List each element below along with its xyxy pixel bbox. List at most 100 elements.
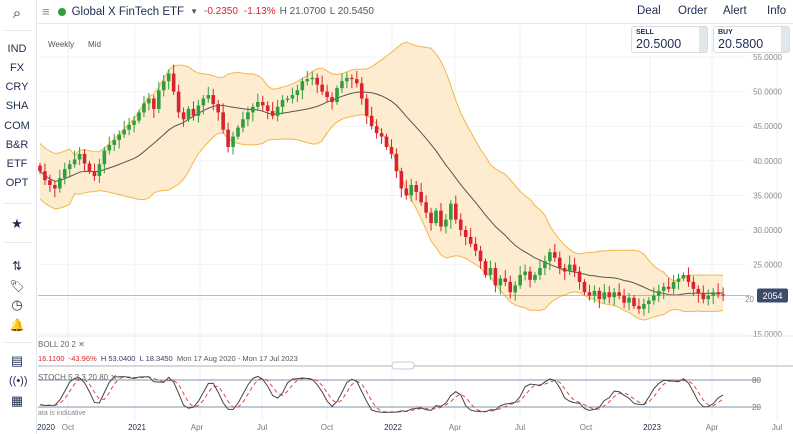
sell-price: 20.5000 <box>636 37 682 51</box>
deal-button[interactable]: Deal <box>637 5 661 17</box>
candle-body <box>389 146 394 154</box>
x-tick-label: Apr <box>449 423 462 432</box>
sell-button[interactable]: SELL 20.5000 <box>631 26 708 53</box>
divider <box>4 342 32 343</box>
candle-body <box>632 297 636 307</box>
candle-body <box>181 112 186 120</box>
price-type-selector[interactable]: Mid <box>88 40 101 49</box>
candle-body <box>716 292 720 295</box>
candle-body <box>275 106 280 116</box>
sidebar-item-opt[interactable]: OPT <box>5 177 29 189</box>
bell-icon[interactable]: 🔔 <box>9 318 25 332</box>
hamburger-menu-icon[interactable]: ≡ <box>42 4 50 19</box>
candle-body <box>206 95 211 99</box>
boll-indicator-label[interactable]: BOLL 20 2 ✕ <box>38 340 85 349</box>
candle-body <box>315 77 319 85</box>
candle-body <box>107 144 112 151</box>
candle-body <box>211 95 216 105</box>
calendar-icon[interactable]: ▦ <box>10 393 24 408</box>
star-icon[interactable]: ★ <box>11 216 23 231</box>
candle-body <box>449 203 453 220</box>
info-button[interactable]: Info <box>767 5 787 17</box>
candle-body <box>577 271 582 282</box>
candle-body <box>157 90 161 109</box>
candle-body <box>592 290 597 296</box>
sidebar-item-fx[interactable]: FX <box>9 62 25 74</box>
alert-button[interactable]: Alert <box>723 5 747 17</box>
sidebar-item-etf[interactable]: ETF <box>6 158 28 170</box>
candle-body <box>473 243 478 251</box>
candle-body <box>320 84 324 92</box>
day-low: L 20.5450 <box>329 6 374 17</box>
transfer-arrows-icon[interactable]: ⇅ <box>11 259 23 273</box>
interval-selector[interactable]: Weekly <box>48 40 75 49</box>
candle-body <box>241 119 245 128</box>
last-price-tag-text: 2054 <box>762 291 782 301</box>
buy-button[interactable]: BUY 20.5800 <box>713 26 790 53</box>
candle-body <box>548 252 552 262</box>
candle-body <box>572 264 577 272</box>
candle-body <box>236 127 240 137</box>
sidebar-item-ind[interactable]: IND <box>7 43 27 55</box>
candle-body <box>468 236 473 244</box>
candle-body <box>686 274 691 282</box>
candle-body <box>384 136 389 147</box>
candle-body <box>582 281 587 293</box>
chevron-down-icon[interactable]: ▼ <box>190 7 198 16</box>
instrument-title[interactable]: Global X FinTech ETF <box>71 5 185 18</box>
x-tick-label: Oct <box>321 423 334 432</box>
candle-body <box>335 88 339 102</box>
candle-body <box>196 105 201 116</box>
search-icon[interactable]: ⌕ <box>12 5 22 22</box>
sidebar-item-sha[interactable]: SHA <box>5 100 29 112</box>
candle-body <box>58 178 62 189</box>
candle-body <box>508 281 513 293</box>
candle-body <box>533 274 537 280</box>
stoch-level-label: 80 <box>752 376 761 385</box>
sidebar-item-cry[interactable]: CRY <box>5 81 29 93</box>
candle-body <box>503 278 508 282</box>
candle-body <box>48 180 52 186</box>
x-tick-label: 2022 <box>384 423 402 432</box>
candle-body <box>256 101 260 107</box>
candle-body <box>265 105 270 111</box>
candle-body <box>543 261 547 269</box>
candle-body <box>652 295 656 301</box>
candle-body <box>597 290 602 300</box>
stats-high: H 53.0400 <box>100 354 136 363</box>
candle-body <box>147 98 151 104</box>
candle-body <box>483 261 488 275</box>
candle-body <box>355 79 359 84</box>
y-tick-label: 50.0000 <box>753 88 782 97</box>
candle-body <box>117 134 121 141</box>
stats-low: L 18.3450 <box>139 354 173 363</box>
candle-body <box>409 185 414 196</box>
buy-price: 20.5800 <box>718 37 764 51</box>
candle-body <box>280 99 285 107</box>
candle-body <box>622 295 626 303</box>
history-icon[interactable]: ◷ <box>11 297 23 312</box>
y-tick-label: 20 <box>745 295 754 304</box>
candle-body <box>285 98 290 100</box>
stoch-indicator-label[interactable]: STOCH 5 3 3 20 80 ✕ <box>38 373 118 382</box>
broadcast-icon[interactable]: ((•)) <box>9 375 28 387</box>
sidebar-item-br[interactable]: B&R <box>5 139 29 151</box>
order-button[interactable]: Order <box>678 5 708 17</box>
candle-body <box>260 101 265 106</box>
candle-body <box>553 252 557 258</box>
range-stats: 16.1100 -43.96% H 53.0400 L 18.3450 Mon … <box>38 354 298 363</box>
candle-body <box>498 278 503 286</box>
candle-body <box>374 126 379 134</box>
price-change: -0.2350 <box>204 6 238 17</box>
pane-resize-grip[interactable] <box>391 361 415 370</box>
tag-icon[interactable]: 🏷 <box>9 279 25 293</box>
candle-body <box>602 292 607 300</box>
bollinger-band-fill <box>40 42 724 321</box>
candle-body <box>538 268 542 275</box>
candle-body <box>359 83 364 99</box>
news-icon[interactable]: ▤ <box>10 353 24 368</box>
market-open-icon <box>57 7 66 16</box>
sidebar-item-com[interactable]: COM <box>4 120 30 132</box>
candle-body <box>300 81 305 91</box>
